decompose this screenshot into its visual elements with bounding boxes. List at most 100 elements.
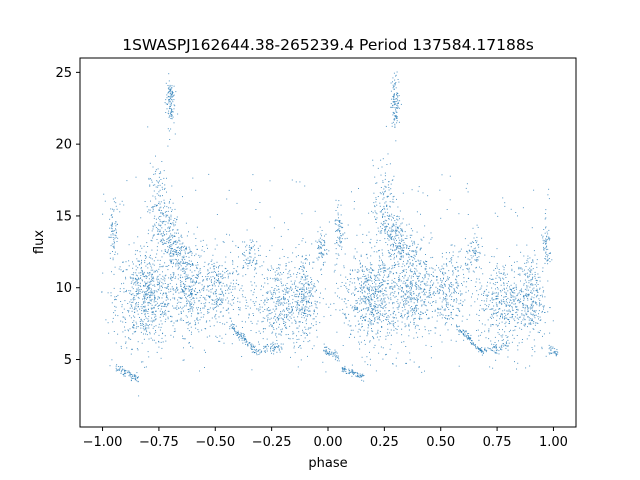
data-point bbox=[252, 294, 254, 296]
data-point bbox=[373, 289, 374, 291]
data-point bbox=[452, 318, 454, 320]
data-point bbox=[493, 310, 495, 312]
data-point bbox=[282, 248, 284, 250]
data-point bbox=[330, 314, 332, 316]
data-point bbox=[424, 269, 426, 271]
data-point bbox=[337, 287, 339, 289]
data-point bbox=[424, 294, 426, 296]
data-point bbox=[355, 308, 357, 310]
data-point bbox=[392, 320, 394, 322]
data-point bbox=[390, 323, 392, 325]
data-point bbox=[505, 335, 507, 337]
data-point bbox=[301, 311, 303, 313]
data-point bbox=[410, 271, 412, 273]
data-point bbox=[443, 283, 445, 285]
data-point bbox=[160, 179, 162, 180]
data-point bbox=[152, 327, 154, 329]
data-point bbox=[547, 311, 549, 313]
data-point bbox=[237, 266, 239, 268]
data-point bbox=[503, 300, 505, 302]
data-point bbox=[509, 310, 511, 312]
data-point bbox=[159, 310, 161, 312]
data-point bbox=[201, 284, 203, 286]
data-point bbox=[279, 296, 281, 298]
data-point bbox=[134, 306, 136, 308]
data-point bbox=[182, 290, 184, 292]
data-point bbox=[326, 249, 328, 251]
data-point bbox=[382, 213, 384, 215]
data-point bbox=[456, 275, 458, 277]
data-point bbox=[522, 270, 524, 272]
data-point bbox=[273, 350, 275, 352]
data-point bbox=[241, 320, 243, 322]
data-point bbox=[410, 280, 412, 282]
data-point bbox=[289, 274, 291, 276]
data-point bbox=[425, 291, 427, 293]
data-point bbox=[140, 306, 142, 308]
data-point bbox=[483, 291, 485, 293]
data-point bbox=[399, 248, 401, 250]
data-point bbox=[115, 235, 117, 237]
data-point bbox=[120, 366, 122, 368]
data-point bbox=[166, 306, 168, 308]
data-point bbox=[319, 237, 321, 239]
data-point bbox=[402, 291, 404, 293]
data-point bbox=[202, 246, 204, 247]
data-point bbox=[184, 253, 186, 255]
data-point bbox=[412, 291, 414, 292]
data-point bbox=[302, 331, 304, 333]
data-point bbox=[208, 311, 210, 313]
data-point bbox=[148, 285, 150, 287]
data-point bbox=[179, 254, 181, 256]
data-point bbox=[406, 292, 408, 294]
data-point bbox=[148, 287, 149, 289]
data-point bbox=[149, 282, 151, 284]
data-point bbox=[135, 278, 137, 280]
data-point bbox=[453, 291, 455, 293]
data-point bbox=[288, 300, 290, 302]
data-point bbox=[171, 111, 172, 113]
data-point bbox=[168, 228, 170, 230]
data-point bbox=[144, 325, 146, 327]
data-point bbox=[485, 289, 487, 291]
data-point bbox=[520, 301, 522, 303]
data-point bbox=[441, 265, 443, 267]
data-point bbox=[442, 299, 444, 301]
data-point bbox=[467, 252, 469, 254]
data-point bbox=[396, 284, 398, 286]
data-point bbox=[388, 268, 390, 270]
data-point bbox=[334, 349, 336, 351]
data-point bbox=[365, 298, 366, 300]
data-point bbox=[152, 184, 154, 186]
data-point bbox=[159, 225, 161, 227]
data-point bbox=[194, 320, 196, 322]
data-point bbox=[384, 191, 386, 193]
data-point bbox=[296, 335, 297, 337]
data-point bbox=[528, 307, 530, 309]
data-point bbox=[113, 210, 115, 212]
data-point bbox=[324, 350, 326, 352]
data-point bbox=[298, 310, 300, 312]
data-point bbox=[382, 254, 384, 256]
data-point bbox=[175, 249, 176, 251]
data-point bbox=[222, 302, 224, 304]
data-point bbox=[536, 282, 538, 284]
data-point bbox=[350, 329, 352, 331]
data-point bbox=[502, 316, 504, 318]
data-point bbox=[367, 364, 369, 366]
data-point bbox=[413, 276, 414, 278]
data-point bbox=[175, 289, 177, 291]
data-point bbox=[112, 259, 114, 261]
data-point bbox=[502, 310, 504, 312]
data-point bbox=[367, 310, 368, 312]
data-point bbox=[538, 332, 540, 333]
data-point bbox=[197, 276, 199, 278]
data-point bbox=[241, 339, 243, 341]
data-point bbox=[150, 257, 152, 259]
data-point bbox=[158, 191, 160, 193]
data-point bbox=[352, 270, 354, 272]
data-point bbox=[534, 311, 536, 313]
data-point bbox=[324, 241, 326, 243]
data-point bbox=[407, 296, 408, 298]
